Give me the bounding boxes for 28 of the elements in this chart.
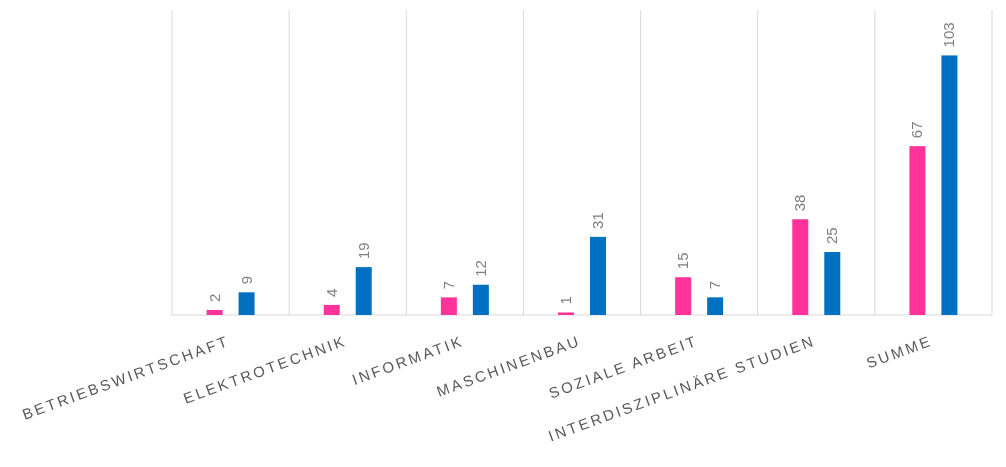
data-label: 7: [439, 281, 457, 290]
bar: [675, 277, 692, 315]
data-label: 12: [471, 260, 489, 277]
data-label: 4: [322, 288, 340, 297]
data-label: 103: [940, 22, 958, 48]
bar: [206, 309, 223, 315]
bar: [941, 55, 958, 315]
data-label: 9: [237, 275, 255, 285]
data-label: 38: [791, 194, 809, 212]
data-label: 25: [823, 227, 841, 244]
bar: [792, 219, 809, 315]
data-label: 1: [557, 296, 574, 305]
bar: [472, 284, 489, 315]
data-label: 19: [354, 242, 372, 260]
bar: [909, 146, 926, 315]
bar: [824, 252, 841, 315]
data-label: 67: [908, 121, 926, 139]
bar: [558, 312, 574, 315]
data-label: 7: [706, 281, 724, 290]
data-label: 15: [674, 252, 692, 270]
bar: [440, 297, 457, 315]
bar: [238, 292, 255, 315]
data-label: 31: [589, 212, 606, 229]
bar: [355, 267, 372, 315]
bar: [323, 304, 340, 315]
bar: [590, 236, 606, 315]
data-label: 2: [205, 293, 223, 302]
bar: [707, 297, 724, 315]
